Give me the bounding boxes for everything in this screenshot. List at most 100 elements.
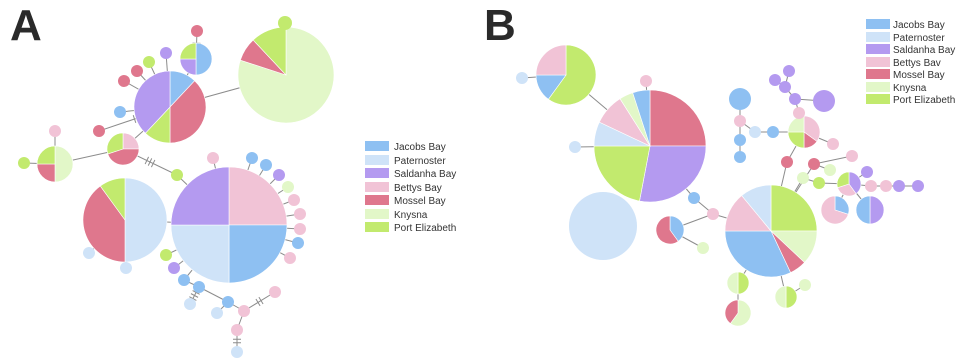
node-slice-portelizabeth	[171, 169, 183, 181]
haplotype-node	[178, 274, 190, 286]
node-slice-jacobs	[292, 237, 304, 249]
node-slice-bettys	[294, 223, 306, 235]
haplotype-node	[120, 262, 132, 274]
node-slice-portelizabeth	[179, 42, 197, 60]
legend-b-swatch-saldanha	[866, 44, 890, 54]
node-slice-jacobs	[222, 296, 234, 308]
node-slice-paternoster	[741, 184, 772, 232]
node-slice-jacobs	[688, 192, 700, 204]
haplotype-node	[535, 44, 597, 106]
haplotype-node	[237, 26, 335, 124]
haplotype-node	[294, 208, 306, 220]
node-slice-bettys	[207, 152, 219, 164]
legend-a-swatch-mossel	[365, 195, 389, 205]
haplotype-node	[836, 171, 862, 197]
node-slice-knysna	[729, 299, 752, 327]
legend-a-label-portelizabeth: Port Elizabeth	[394, 223, 456, 234]
haplotype-node	[273, 169, 285, 181]
haplotype-node	[160, 47, 172, 59]
mutation-tick	[192, 290, 200, 295]
node-slice-bettys	[793, 107, 805, 119]
node-slice-portelizabeth	[770, 184, 818, 232]
node-slice-mossel	[191, 25, 203, 37]
node-slice-bettys	[865, 180, 877, 192]
node-slice-jacobs	[228, 224, 288, 284]
haplotype-node	[179, 42, 213, 76]
haplotype-node	[707, 208, 719, 220]
legend-b-item-saldanha: Saldanha Bay	[866, 44, 955, 56]
haplotype-node	[865, 180, 877, 192]
haplotype-node	[861, 166, 873, 178]
haplotype-node	[168, 262, 180, 274]
haplotype-node	[726, 271, 750, 295]
node-slice-bettys	[238, 305, 250, 317]
haplotype-node	[246, 152, 258, 164]
node-slice-saldanha	[273, 169, 285, 181]
haplotype-node	[808, 158, 820, 170]
haplotype-node	[799, 279, 811, 291]
node-slice-jacobs	[246, 152, 258, 164]
haplotype-node	[82, 177, 168, 263]
node-slice-portelizabeth	[737, 271, 750, 295]
mutation-tick	[190, 293, 199, 298]
legend-a-label-bettys: Bettys Bay	[394, 183, 442, 194]
node-slice-paternoster	[124, 177, 168, 263]
haplotype-node	[238, 305, 250, 317]
node-slice-knysna	[282, 181, 294, 193]
haplotype-node	[269, 286, 281, 298]
node-slice-portelizabeth	[106, 132, 124, 155]
node-slice-bettys	[640, 75, 652, 87]
node-slice-mossel	[808, 158, 820, 170]
node-slice-saldanha	[783, 65, 795, 77]
haplotype-node	[211, 307, 223, 319]
node-slice-portelizabeth	[547, 44, 597, 106]
node-slice-mossel	[93, 125, 105, 137]
node-slice-bettys	[734, 115, 746, 127]
node-slice-paternoster	[569, 141, 581, 153]
node-slice-paternoster	[120, 262, 132, 274]
haplotype-node	[787, 115, 821, 149]
node-slice-portelizabeth	[143, 56, 155, 68]
node-slice-bettys	[269, 286, 281, 298]
node-slice-saldanha	[170, 166, 230, 226]
node-slice-portelizabeth	[99, 177, 126, 221]
legend-a-swatch-bettys	[365, 182, 389, 192]
legend-b-label-paternoster: Paternoster	[893, 33, 945, 44]
node-slice-mossel	[655, 215, 679, 245]
haplotype-node	[49, 125, 61, 137]
haplotype-node	[288, 194, 300, 206]
haplotype-node	[83, 247, 95, 259]
node-slice-mossel	[107, 148, 140, 166]
node-slice-knysna	[774, 285, 787, 309]
legend-b-item-bettys: Bettys Bav	[866, 57, 941, 69]
node-slice-saldanha	[848, 171, 862, 195]
haplotype-node	[789, 93, 801, 105]
node-slice-saldanha	[779, 81, 791, 93]
mutation-tick	[147, 158, 153, 166]
node-slice-paternoster	[749, 126, 761, 138]
node-slice-jacobs	[260, 159, 272, 171]
haplotype-node	[191, 25, 203, 37]
haplotype-node	[160, 249, 172, 261]
node-slice-paternoster	[211, 307, 223, 319]
haplotype-node	[797, 172, 809, 184]
node-slice-jacobs	[114, 106, 126, 118]
legend-a-label-jacobs: Jacobs Bay	[394, 142, 446, 153]
haplotype-node	[231, 346, 243, 358]
haplotype-node	[912, 180, 924, 192]
network-edge	[813, 155, 853, 165]
node-slice-saldanha	[160, 47, 172, 59]
node-slice-jacobs	[729, 88, 751, 110]
haplotype-node	[824, 164, 836, 176]
node-slice-mossel	[82, 185, 126, 263]
legend-a-label-knysna: Knysna	[394, 210, 428, 221]
haplotype-node	[133, 70, 207, 144]
node-slice-saldanha	[869, 195, 885, 225]
legend-a-item-paternoster: Paternoster	[365, 155, 446, 167]
haplotype-node	[781, 156, 793, 168]
node-slice-bettys	[803, 115, 821, 142]
node-slice-saldanha	[893, 180, 905, 192]
node-slice-saldanha	[168, 262, 180, 274]
node-slice-knysna	[726, 271, 739, 295]
